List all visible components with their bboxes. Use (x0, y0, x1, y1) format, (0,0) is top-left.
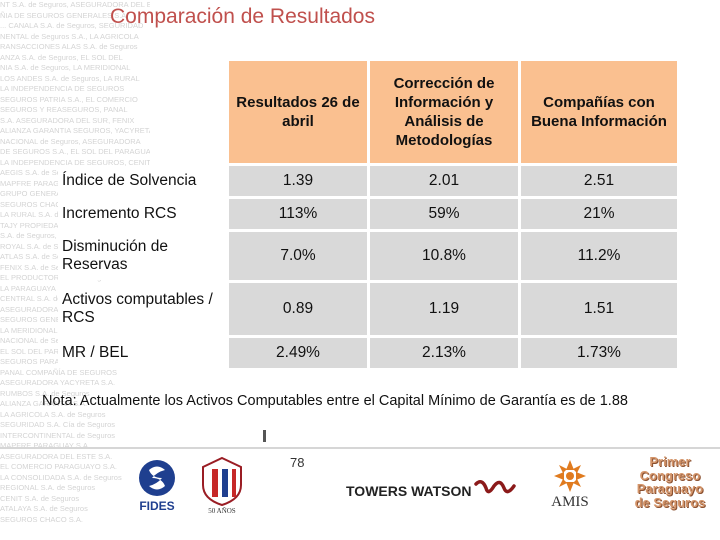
table-cell: 10.8% (370, 232, 518, 280)
results-table: Resultados 26 de abril Corrección de Inf… (55, 58, 680, 371)
header-col-2: Corrección de Información y Análisis de … (370, 61, 518, 163)
table-row: MR / BEL 2.49% 2.13% 1.73% (58, 338, 677, 368)
background-text-line: EL SOL DEL PARAGUAY S.A. (0, 346, 101, 356)
footer-divider (0, 447, 720, 449)
fides-emblem-icon: FIDES (139, 460, 175, 513)
background-text-line: LA RURAL S.A. de Seguros (0, 210, 93, 219)
background-text-line: ATALAYA S.A. de Seguros (0, 504, 88, 513)
table-cell: 1.19 (370, 283, 518, 335)
row-label: MR / BEL (58, 338, 226, 368)
header-col-1: Resultados 26 de abril (229, 61, 367, 163)
background-text-line: ASEGURADORA YACYRETA S.A. (0, 378, 116, 387)
table-header-row: Resultados 26 de abril Corrección de Inf… (58, 61, 677, 163)
background-text-line: SEGUROS CHACO S.A., PATRIA (0, 199, 114, 209)
background-text-line: REGIONAL S.A. de Seguros (0, 483, 96, 492)
background-text-line: CENIT S.A. de Seguros (0, 493, 80, 503)
congreso-logo: Primer Congreso Paraguayo de Seguros (630, 455, 710, 515)
background-text-line: NENTAL de Seguros S.A., LA AGRICOLA (0, 31, 139, 41)
background-text-line: ANZA S.A. de Seguros, EL SOL DEL (0, 52, 123, 62)
table-cell: 11.2% (521, 232, 677, 280)
fifty-years-emblem-icon: 50 AÑOS (202, 456, 242, 515)
page-title: Comparación de Resultados (110, 5, 375, 28)
background-text-line: LA INDEPENDENCIA DE SEGUROS (0, 84, 125, 93)
congreso-line-4: de Seguros (634, 494, 706, 510)
background-text-line: NACIONAL de Seguros, ASEGURADORA (0, 136, 141, 146)
footnote: Nota: Actualmente los Activos Computable… (42, 393, 628, 409)
row-label: Disminución de Reservas (58, 232, 226, 280)
row-label: Activos computables / RCS (58, 283, 226, 335)
table-row: Índice de Solvencia 1.39 2.01 2.51 (58, 166, 677, 196)
row-label: Índice de Solvencia (58, 166, 226, 196)
background-text-line: LA MERIDIONAL S.A. de Seguros (0, 325, 114, 335)
congreso-line-1: Primer (649, 454, 691, 469)
header-blank-cell (58, 61, 226, 163)
table-cell: 1.51 (521, 283, 677, 335)
background-text-line: EL PRODUCTOR S.A. de Seguros (0, 273, 116, 282)
background-text-line: INTERCONTINENTAL de Seguros (0, 430, 116, 440)
background-text-line: CENTRAL S.A. de Seguros (0, 294, 92, 303)
background-text-line: ÑIA DE SEGUROS GENERALES S.A. (0, 10, 129, 20)
background-text-line: SEGUROS PARAGUAY S.A. (0, 357, 97, 366)
fifty-years-logo: 50 AÑOS (198, 455, 246, 515)
table-cell: 2.49% (229, 338, 367, 368)
congreso-line-3: Paraguayo (636, 481, 704, 496)
background-text-line: RUMBOS S.A. de Seguros (0, 388, 90, 398)
background-text-line: SEGUROS CHACO S.A. (0, 514, 83, 524)
background-text-line: NACIONAL de Seguros S.A. (0, 336, 95, 345)
table-cell: 7.0% (229, 232, 367, 280)
fides-logo: FIDES (132, 458, 182, 514)
background-text-line: NT S.A. de Seguros, ASEGURADORA DEL ESTE (0, 0, 150, 9)
table-cell: 113% (229, 199, 367, 229)
table-row: Incremento RCS 113% 59% 21% (58, 199, 677, 229)
congreso-line-2: Congreso (639, 467, 701, 483)
table-cell: 59% (370, 199, 518, 229)
background-text-line: SEGURIDAD S.A. Cía de Seguros (0, 420, 116, 429)
background-text-line: RANSACCIONES ALAS S.A. de Seguros (0, 42, 138, 51)
towers-watson-label: TOWERS WATSON (346, 483, 471, 499)
background-text-line: ALIANZA GARANTIA S.A. (0, 399, 88, 408)
amis-logo: AMIS (540, 456, 600, 512)
background-text-line: ... CANALA S.A. de Seguros, SEGURIDAD (0, 21, 144, 30)
amis-emblem-icon: AMIS (551, 460, 589, 510)
background-text-line: PANAL COMPAÑÍA DE SEGUROS (0, 367, 117, 377)
background-text-line: S.A. ASEGURADORA DEL SUR, FENIX (0, 115, 135, 125)
background-text-line: DE SEGUROS S.A., EL SOL DEL PARAGUAY (0, 147, 150, 156)
row-label: Incremento RCS (58, 199, 226, 229)
background-text-line: EL COMERCIO PARAGUAYO S.A. (0, 462, 117, 471)
background-text-line: LA INDEPENDENCIA DE SEGUROS, CENIT (0, 157, 150, 167)
table-cell: 2.13% (370, 338, 518, 368)
background-text-line: SEGUROS PATRIA S.A., EL COMERCIO (0, 94, 138, 104)
table-row: Activos computables / RCS 0.89 1.19 1.51 (58, 283, 677, 335)
page-number: 78 (290, 455, 305, 470)
background-text-line: AEGIS S.A. de Seguros, MAPFRE (0, 168, 115, 177)
background-text-line: SEGUROS Y REASEGUROS, PANAL (0, 105, 128, 114)
table-cell: 2.01 (370, 166, 518, 196)
divider-tick (263, 430, 266, 442)
fides-label: FIDES (139, 499, 174, 513)
background-text-line: NIA S.A. de Seguros, LA MERIDIONAL (0, 63, 131, 72)
background-text-line: LA PARAGUAYA S.A. de Seguros (0, 283, 113, 293)
background-text-line: LOS ANDES S.A. de Seguros, LA RURAL (0, 73, 140, 83)
table-cell: 0.89 (229, 283, 367, 335)
table-cell: 1.73% (521, 338, 677, 368)
table-cell: 21% (521, 199, 677, 229)
header-col-3: Compañías con Buena Información (521, 61, 677, 163)
background-text-line: ASEGURADORA DEL ESTE S.A. (0, 451, 113, 461)
background-text-line: MAPFRE PARAGUAY S.A. (0, 441, 91, 450)
table-cell: 2.51 (521, 166, 677, 196)
background-text-line: ALIANZA GARANTIA SEGUROS, YACYRETA (0, 126, 150, 135)
towers-watson-wordmark-icon: TOWERS WATSON (346, 480, 516, 499)
fifty-years-label: 50 AÑOS (208, 507, 236, 515)
table-cell: 1.39 (229, 166, 367, 196)
table-row: Disminución de Reservas 7.0% 10.8% 11.2% (58, 232, 677, 280)
background-text-line: LA AGRICOLA S.A. de Seguros (0, 409, 106, 419)
towers-watson-logo: TOWERS WATSON (344, 474, 524, 504)
amis-label: AMIS (551, 494, 589, 510)
background-text-line: LA CONSOLIDADA S.A. de Seguros (0, 472, 122, 482)
